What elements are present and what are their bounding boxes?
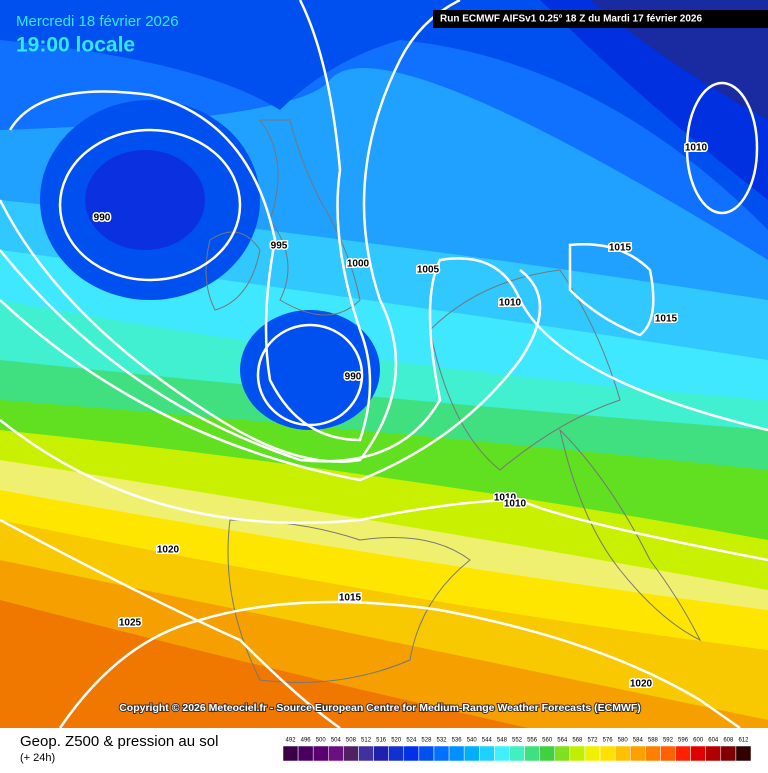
scale-label: 516	[376, 738, 387, 744]
scale-cell	[509, 745, 525, 762]
scale-label: 604	[708, 738, 719, 744]
scale-label: 576	[603, 738, 614, 744]
copyright: Copyright © 2026 Meteociel.fr - Source E…	[119, 702, 641, 714]
scale-label: 520	[391, 738, 402, 744]
scale-cell	[584, 745, 601, 762]
isobar-label: 1015	[609, 243, 632, 254]
scale-cell	[433, 745, 450, 762]
scale-label: 580	[618, 738, 629, 744]
scale-label: 544	[482, 738, 493, 744]
scale-label: 592	[663, 738, 674, 744]
isobar-label: 1015	[655, 314, 678, 325]
scale-label: 532	[437, 738, 448, 744]
scale-cell	[343, 745, 359, 762]
scale-cell	[494, 745, 510, 762]
isobars	[0, 0, 768, 562]
scale-label: 492	[286, 738, 297, 744]
scale-cell	[524, 745, 540, 762]
scale-label: 524	[406, 738, 417, 744]
scale-label: 588	[648, 738, 659, 744]
scale-cell	[629, 745, 646, 762]
scale-cell	[660, 745, 676, 762]
scale-cell	[373, 745, 389, 762]
scale-label: 512	[361, 738, 372, 744]
scale-cell	[645, 745, 661, 762]
forecast-date: Mercredi 18 février 2026	[16, 13, 179, 30]
run-info: Run ECMWF AIFSv1 0.25° 18 Z du Mardi 17 …	[440, 14, 702, 25]
isobar-label: 995	[271, 241, 288, 252]
scale-label: 600	[693, 738, 704, 744]
isobar-label: 1010	[494, 493, 517, 504]
scale-cell	[705, 745, 722, 762]
isobar-label: 990	[345, 372, 362, 383]
scale-cell	[539, 745, 555, 762]
scale-label: 500	[316, 738, 327, 744]
scale-label: 612	[738, 738, 749, 744]
scale-cell	[463, 745, 480, 762]
scale-label: 556	[527, 738, 538, 744]
scale-label: 564	[557, 738, 568, 744]
scale-label: 608	[723, 738, 734, 744]
isobar-label: 1010	[499, 298, 522, 309]
scale-label: 536	[452, 738, 463, 744]
scale-label: 560	[542, 738, 553, 744]
scale-label: 528	[421, 738, 432, 744]
scale-label: 540	[467, 738, 478, 744]
scale-label: 496	[301, 738, 312, 744]
isobar-label: 990	[94, 213, 111, 224]
isobar-label: 1025	[119, 618, 142, 629]
scale-cell	[690, 745, 706, 762]
scale-cell	[312, 745, 329, 762]
scale-cell	[554, 745, 571, 762]
scale-label: 552	[512, 738, 523, 744]
scale-cell	[569, 745, 586, 762]
scale-label: 568	[572, 738, 583, 744]
scale-cell	[403, 745, 420, 762]
isobar-label: 1020	[630, 679, 653, 690]
run-box	[433, 10, 768, 28]
scale-cell	[328, 745, 344, 762]
scale-cell	[614, 745, 631, 762]
footer-title: Geop. Z500 & pression au sol	[20, 733, 218, 750]
scale-cell	[675, 745, 691, 762]
isobar-label: 1005	[417, 265, 440, 276]
isobar-label: 1010	[685, 143, 708, 154]
isobar-label: 1010	[504, 499, 527, 510]
scale-cell	[388, 745, 405, 762]
scale-label: 504	[331, 738, 342, 744]
forecast-time: 19:00 locale	[16, 34, 135, 57]
footer-lead: (+ 24h)	[20, 752, 55, 764]
scale-label: 508	[346, 738, 357, 744]
scale-label: 572	[587, 738, 598, 744]
scale-cell	[720, 745, 737, 762]
scale-cell	[358, 745, 374, 762]
scale-label: 548	[497, 738, 508, 744]
isobar-label: 1020	[157, 545, 180, 556]
scale-cell	[297, 745, 314, 762]
scale-cell	[418, 745, 435, 762]
scale-cell	[599, 745, 616, 762]
scale-cell	[448, 745, 465, 762]
isobar-label: 1015	[339, 593, 362, 604]
coastlines	[205, 119, 702, 683]
scale-label: 584	[633, 738, 644, 744]
scale-cell	[479, 745, 495, 762]
scale-label: 596	[678, 738, 689, 744]
isobar-label: 1000	[347, 259, 370, 270]
scale-cell	[735, 745, 752, 762]
scale-cell	[282, 745, 299, 762]
